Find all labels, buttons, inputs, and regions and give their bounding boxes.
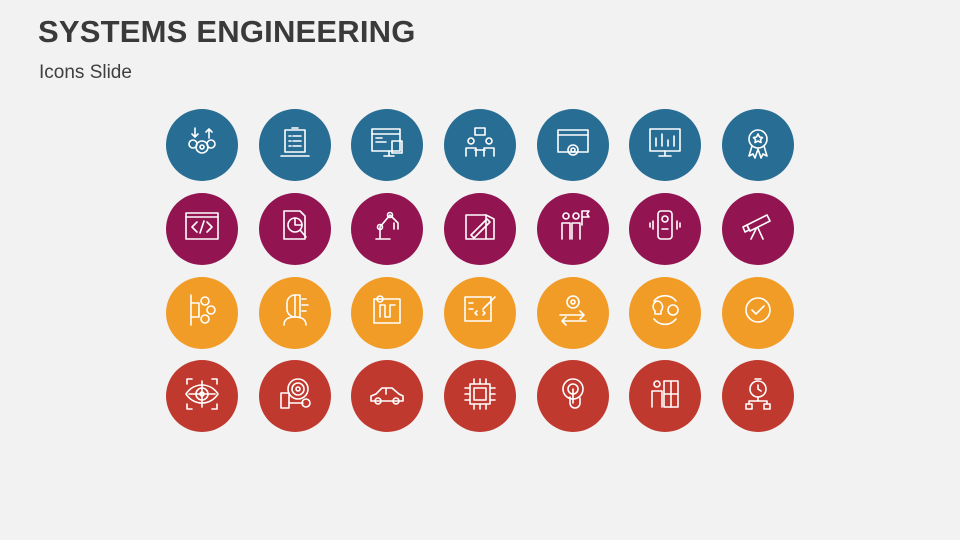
icon-circle [444, 192, 517, 265]
icon-circle [351, 360, 424, 433]
stopwatch-network-icon [739, 375, 777, 418]
icon-circle [444, 276, 517, 349]
team-flag-icon [554, 207, 592, 250]
eye-target-icon [183, 375, 221, 418]
process-gears-icon [183, 291, 221, 334]
icon-circle [536, 192, 609, 265]
browser-gear-icon [554, 124, 592, 167]
idea-gear-cycle-icon [646, 291, 684, 334]
meeting-presentation-icon [461, 124, 499, 167]
icon-circle [258, 109, 331, 181]
document-analysis-icon [276, 207, 314, 250]
slide-subtitle: Icons Slide [39, 62, 132, 83]
board-code-pencil-icon [461, 291, 499, 334]
monitor-code-database-icon [368, 124, 406, 167]
microchip-icon [461, 375, 499, 418]
monitor-chart-icon [646, 124, 684, 167]
icon-circle [722, 192, 795, 265]
icon-circle [166, 192, 238, 265]
icon-circle [722, 109, 795, 181]
gears-arrows-icon [183, 124, 221, 167]
icon-circle [629, 276, 702, 349]
icon-circle [444, 360, 517, 433]
checkmark-icon [739, 291, 777, 334]
icon-circle [166, 360, 238, 433]
icon-circle [444, 109, 517, 181]
icon-circle [722, 276, 795, 349]
route-map-icon [368, 291, 406, 334]
blueprint-ruler-icon [461, 207, 499, 250]
icon-circle [351, 276, 424, 349]
code-window-icon [183, 207, 221, 250]
icon-circle [536, 360, 609, 433]
icon-circle [258, 192, 331, 265]
human-cyborg-icon [276, 291, 314, 334]
touch-target-icon [554, 375, 592, 418]
icon-circle [536, 109, 609, 181]
icon-circle [351, 192, 424, 265]
robotic-arm-icon [368, 207, 406, 250]
icon-circle [536, 276, 609, 349]
award-badge-icon [739, 124, 777, 167]
icon-circle [258, 276, 331, 349]
car-icon [368, 375, 406, 418]
icon-circle [629, 360, 702, 433]
icon-circle [722, 360, 795, 433]
target-checklist-icon [276, 375, 314, 418]
icon-circle [351, 109, 424, 181]
slide-title: SYSTEMS ENGINEERING [38, 14, 416, 49]
laptop-checklist-icon [276, 124, 314, 167]
icon-circle [629, 192, 702, 265]
icon-circle [166, 109, 238, 181]
icon-circle [258, 360, 331, 433]
telescope-icon [739, 207, 777, 250]
gear-exchange-arrows-icon [554, 291, 592, 334]
icon-grid [166, 109, 795, 433]
person-puzzle-icon [646, 375, 684, 418]
smartphone-vibrate-icon [646, 207, 684, 250]
icon-circle [166, 276, 238, 349]
icon-circle [629, 109, 702, 181]
